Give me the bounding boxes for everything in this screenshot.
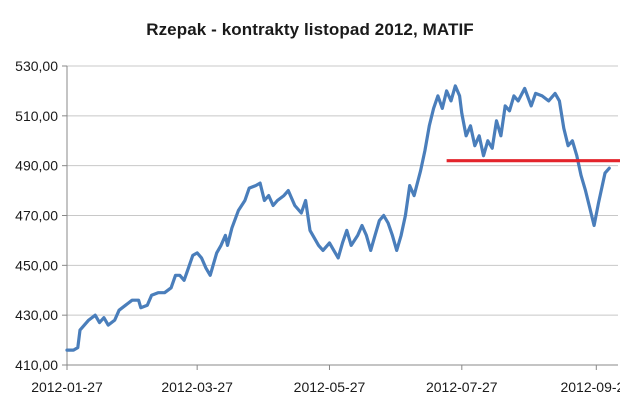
y-tick-label: 490,00 — [15, 158, 58, 174]
y-tick-label: 530,00 — [15, 58, 58, 74]
y-tick-label: 430,00 — [15, 307, 58, 323]
x-tick-label: 2012-01-27 — [31, 379, 103, 395]
y-tick-label: 510,00 — [15, 108, 58, 124]
y-tick-label: 450,00 — [15, 257, 58, 273]
price-series-line — [65, 84, 611, 352]
x-tick-label: 2012-03-27 — [161, 379, 233, 395]
series-layer — [65, 84, 611, 352]
x-axis-ticks: 2012-01-27 2012-03-27 2012-05-27 2012-07-27… — [31, 365, 620, 395]
axes — [66, 66, 618, 366]
x-tick-label: 2012-07-27 — [426, 379, 498, 395]
x-tick-label: 2012-09-27 — [560, 379, 620, 395]
y-tick-label: 470,00 — [15, 208, 58, 224]
y-axis-ticks: 410,00 430,00 450,00 470,00 490,00 510,00 530,… — [15, 58, 58, 373]
gridlines — [62, 65, 618, 366]
y-tick-label: 410,00 — [15, 357, 58, 373]
x-tick-label: 2012-05-27 — [294, 379, 366, 395]
chart-title: Rzepak - kontrakty listopad 2012, MATIF — [146, 20, 474, 39]
